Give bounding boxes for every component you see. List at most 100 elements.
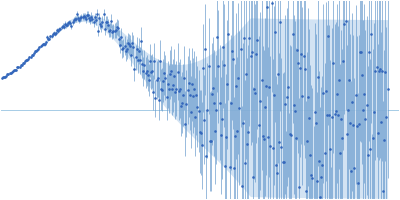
Point [344, 108, 351, 111]
Point [240, 122, 246, 125]
Point [322, 90, 329, 93]
Point [119, 47, 126, 50]
Point [77, 17, 84, 20]
Point [58, 25, 65, 29]
Point [13, 68, 20, 71]
Point [252, 91, 258, 95]
Point [329, 115, 336, 118]
Point [297, 66, 304, 70]
Point [372, 69, 379, 72]
Point [40, 42, 46, 46]
Point [94, 13, 100, 16]
Point [87, 18, 94, 21]
Point [238, 184, 245, 187]
Point [96, 16, 102, 19]
Point [97, 23, 104, 26]
Point [55, 30, 62, 33]
Point [44, 35, 50, 39]
Point [222, 164, 228, 167]
Point [254, 38, 260, 42]
Point [3, 74, 10, 77]
Point [88, 15, 94, 18]
Point [152, 97, 159, 100]
Point [331, 112, 338, 115]
Point [312, 122, 319, 125]
Point [324, 113, 330, 116]
Point [295, 62, 301, 65]
Point [80, 15, 87, 18]
Point [348, 169, 354, 172]
Point [20, 62, 26, 65]
Point [18, 64, 24, 67]
Point [50, 33, 56, 36]
Point [216, 101, 223, 104]
Point [280, 160, 287, 163]
Point [212, 129, 218, 132]
Point [346, 78, 352, 81]
Point [220, 46, 226, 49]
Point [307, 153, 314, 156]
Point [149, 69, 155, 73]
Point [134, 48, 140, 51]
Point [171, 74, 178, 77]
Point [82, 15, 88, 18]
Point [326, 113, 332, 116]
Point [66, 21, 72, 24]
Point [208, 139, 214, 143]
Point [131, 68, 138, 71]
Point [202, 48, 208, 51]
Point [69, 20, 76, 24]
Point [183, 102, 190, 105]
Point [125, 42, 131, 45]
Point [169, 88, 175, 91]
Point [4, 73, 10, 76]
Point [350, 123, 356, 126]
Point [153, 78, 160, 82]
Point [102, 21, 109, 24]
Point [268, 1, 275, 5]
Point [272, 31, 278, 34]
Point [211, 101, 217, 105]
Point [90, 21, 97, 24]
Point [270, 94, 277, 97]
Point [148, 71, 154, 74]
Point [266, 86, 272, 89]
Point [118, 35, 124, 39]
Point [12, 68, 18, 71]
Point [92, 16, 98, 19]
Point [371, 111, 378, 114]
Point [154, 76, 161, 79]
Point [164, 83, 171, 86]
Point [225, 33, 232, 36]
Point [374, 132, 381, 135]
Point [84, 13, 90, 16]
Point [102, 28, 108, 31]
Point [89, 17, 96, 20]
Point [244, 142, 250, 145]
Point [15, 65, 22, 69]
Point [245, 131, 252, 134]
Point [170, 84, 176, 87]
Point [273, 164, 279, 167]
Point [312, 111, 318, 114]
Point [332, 109, 339, 113]
Point [18, 63, 25, 66]
Point [137, 59, 143, 62]
Point [370, 137, 376, 140]
Point [224, 83, 230, 86]
Point [194, 105, 201, 108]
Point [53, 31, 59, 34]
Point [64, 23, 70, 26]
Point [25, 57, 32, 61]
Point [11, 69, 17, 72]
Point [276, 141, 282, 144]
Point [2, 75, 8, 78]
Point [46, 37, 52, 40]
Point [368, 32, 374, 35]
Point [214, 35, 220, 38]
Point [114, 26, 120, 29]
Point [132, 56, 139, 59]
Point [117, 43, 123, 46]
Point [256, 123, 262, 127]
Point [121, 44, 128, 47]
